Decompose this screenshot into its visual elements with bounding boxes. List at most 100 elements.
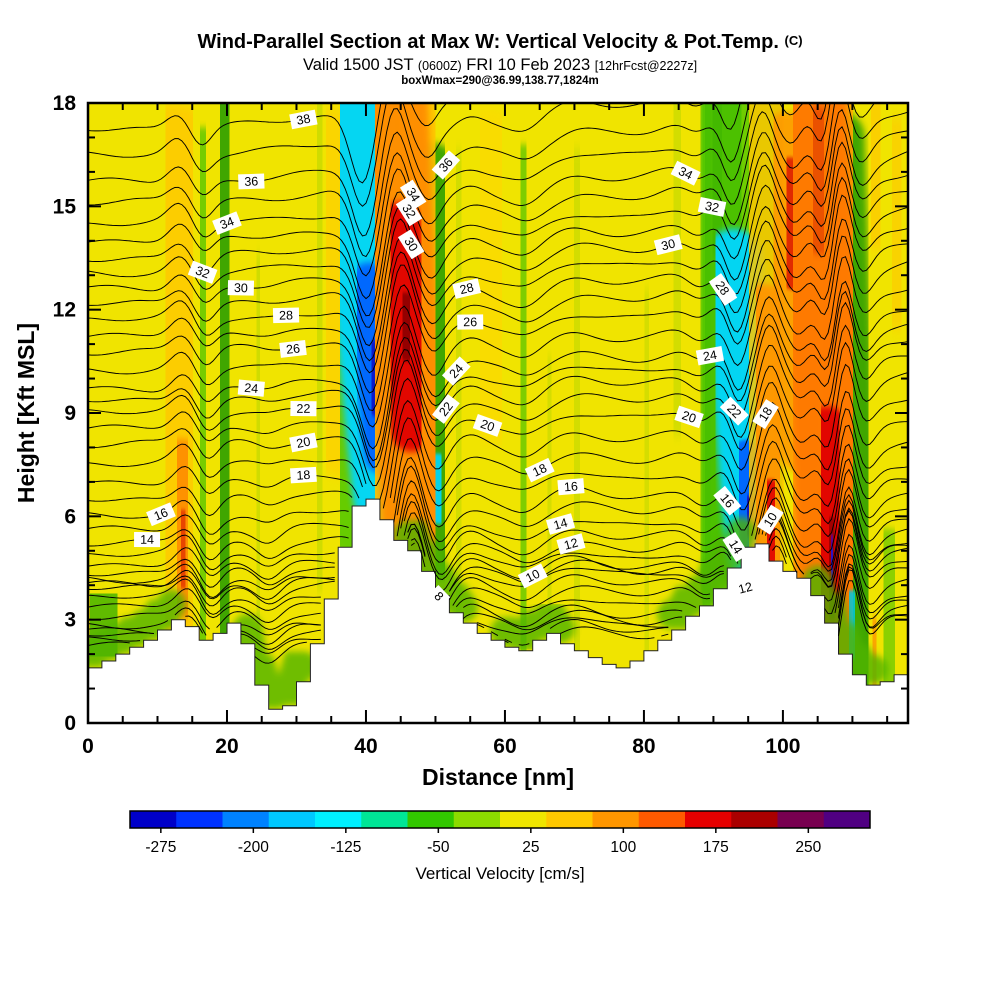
colorbar-cell [685, 811, 732, 828]
isentrope-label: 34 [670, 160, 701, 186]
svg-text:20: 20 [295, 434, 311, 450]
isentrope-label: 16 [713, 485, 742, 516]
y-tick-label: 12 [53, 299, 76, 322]
colorbar-cell [176, 811, 223, 828]
colorbar-cell [222, 811, 270, 828]
colorbar-cell [130, 811, 177, 828]
isentrope-label: 32 [187, 260, 218, 284]
isentrope-label: 24 [441, 356, 471, 386]
orange-faint [874, 116, 908, 331]
valid-time-line: Valid 1500 JST (0600Z) FRI 10 Feb 2023 [… [0, 55, 1000, 76]
isentrope-labels: 38 36 34 32 30 28 26 24 22 20 18 16 14 36 34 32 30 28 26 24… [134, 109, 784, 608]
svg-text:12: 12 [737, 580, 754, 597]
y-tick-label: 6 [64, 505, 76, 528]
svg-text:30: 30 [234, 281, 248, 295]
orange-faint [455, 106, 527, 444]
isentrope-label: 30 [227, 280, 255, 296]
colorbar-tick-label: 25 [522, 839, 539, 856]
colorbar-cell [592, 811, 640, 828]
terrain-silhouette [88, 499, 908, 723]
isentrope-label: 26 [279, 339, 307, 358]
y-tick-label: 18 [53, 92, 77, 115]
isentrope-label: 24 [695, 345, 725, 366]
colorbar-tick-label: 250 [795, 839, 821, 856]
isentrope-label: 32 [697, 196, 727, 217]
svg-text:14: 14 [726, 537, 745, 556]
chart-header: Wind-Parallel Section at Max W: Vertical… [0, 30, 1000, 88]
svg-text:14: 14 [552, 516, 569, 533]
svg-text:22: 22 [436, 399, 456, 419]
svg-text:34: 34 [218, 214, 236, 232]
isentrope-label: 18 [752, 399, 779, 430]
isentrope-label: 12 [730, 577, 760, 599]
isentrope-label: 18 [524, 457, 555, 483]
cyan-spot [422, 453, 455, 525]
svg-text:32: 32 [399, 202, 418, 221]
isentrope-label: 10 [757, 504, 784, 535]
isentrope-label: 28 [708, 273, 737, 304]
isentrope-label: 28 [452, 278, 482, 299]
isentrope-label: 16 [146, 502, 176, 527]
svg-text:20: 20 [680, 408, 698, 426]
svg-text:16: 16 [717, 491, 737, 511]
isentrope-label: 18 [289, 466, 317, 484]
svg-text:20: 20 [479, 417, 497, 435]
isentrope-label: 20 [289, 432, 318, 453]
svg-text:10: 10 [761, 510, 780, 529]
isentrope-label: 36 [431, 150, 461, 180]
svg-text:16: 16 [563, 479, 578, 494]
svg-text:12: 12 [562, 536, 579, 553]
valid-zulu: (0600Z) [417, 59, 462, 73]
colorbar-tick-label: -275 [145, 839, 176, 856]
svg-text:28: 28 [458, 280, 475, 297]
svg-text:18: 18 [756, 405, 775, 424]
colorbar-tick-label: -125 [330, 839, 361, 856]
colorbar-cell [453, 811, 501, 828]
x-tick-label: 80 [632, 735, 655, 758]
colorbar-tick-label: 175 [703, 839, 729, 856]
isentrope-label: 28 [272, 307, 300, 324]
svg-text:18: 18 [296, 468, 311, 483]
svg-text:24: 24 [702, 348, 718, 364]
colorbar-cell [407, 811, 455, 828]
svg-text:26: 26 [463, 315, 477, 329]
y-tick-label: 15 [53, 195, 77, 218]
svg-text:14: 14 [140, 533, 154, 547]
chart-title: Wind-Parallel Section at Max W: Vertical… [0, 30, 1000, 55]
svg-text:36: 36 [244, 174, 258, 188]
title-text: Wind-Parallel Section at Max W: Vertical… [197, 31, 779, 53]
colorbar-cell [638, 811, 686, 828]
svg-text:34: 34 [676, 164, 695, 183]
svg-text:28: 28 [279, 308, 293, 322]
valid-prefix: Valid 1500 JST [302, 56, 414, 74]
colorbar-cell [823, 811, 871, 828]
colorbar-cell [546, 811, 593, 828]
colorbar-tick-label: -200 [238, 839, 269, 856]
isentrope-label: 26 [457, 314, 484, 330]
terrain-outline [88, 498, 908, 710]
colorbar-title: Vertical Velocity [cm/s] [415, 864, 584, 883]
colorbar-cell [315, 811, 362, 828]
svg-text:10: 10 [523, 567, 542, 586]
svg-text:18: 18 [531, 461, 550, 480]
isentrope-label: 22 [719, 396, 749, 426]
svg-text:32: 32 [194, 263, 212, 281]
svg-text:38: 38 [295, 111, 311, 127]
isentrope-label: 14 [545, 513, 576, 535]
svg-text:16: 16 [152, 505, 170, 523]
isentrope-label: 34 [212, 211, 242, 235]
svg-text:26: 26 [285, 341, 300, 356]
colorbar: -275 -200 -125 -50 25 100 175 250 Vertical Veloc… [129, 810, 871, 883]
svg-text:28: 28 [713, 278, 732, 297]
isentrope-label: 38 [289, 109, 318, 130]
isentrope-lines [88, 103, 908, 664]
isentrope-label: 20 [472, 414, 503, 437]
updraft-max-navy [826, 545, 838, 574]
y-tick-label: 0 [64, 712, 76, 735]
x-tick-label: 0 [82, 735, 94, 758]
x-tick-label: 20 [215, 735, 238, 758]
title-unit: (C) [784, 33, 803, 48]
colorbar-cell [731, 811, 778, 828]
